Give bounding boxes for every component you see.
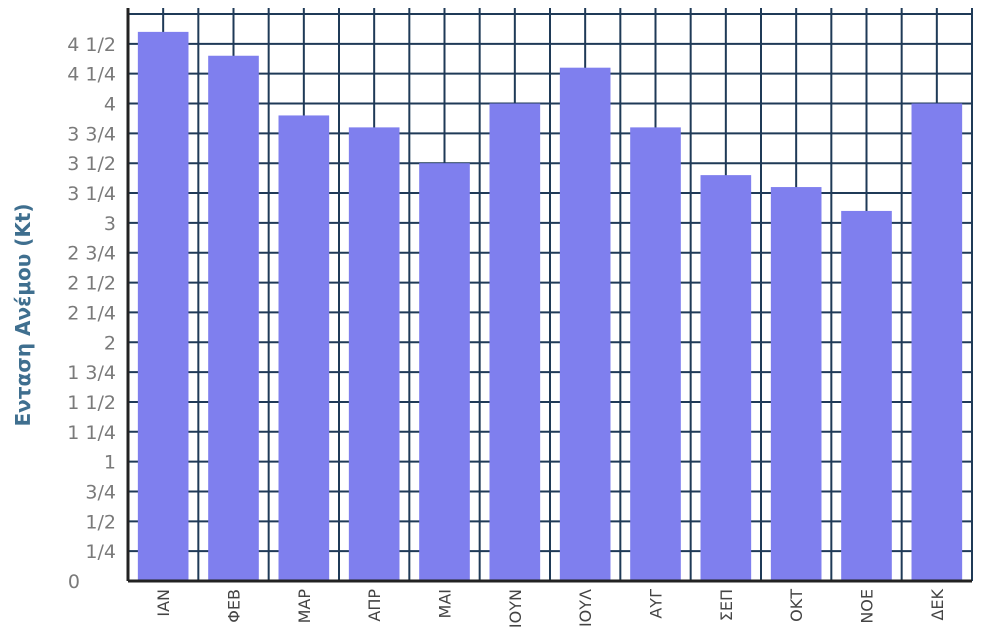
x-tick-label-ΑΠΡ: ΑΠΡ: [365, 589, 384, 622]
x-tick-label-ΔΕΚ: ΔΕΚ: [928, 588, 947, 620]
x-tick-label-ΙΟΥΛ: ΙΟΥΛ: [576, 589, 595, 627]
y-tick-label-6: 1 1/2: [67, 392, 116, 414]
axes: [126, 8, 972, 583]
bar-ΜΑΙ: [419, 163, 470, 581]
x-tick-labels: ΙΑΝ ΦΕΒ ΜΑΡ ΑΠΡ ΜΑΙ ΙΟΥΝ ΙΟΥΛ ΑΥΓ ΣΕΠ ΟΚΤ ΝΟΕ ΔΕΚ: [154, 588, 947, 628]
x-tick-label-ΑΥΓ: ΑΥΓ: [647, 589, 666, 619]
x-tick-label-ΝΟΕ: ΝΟΕ: [858, 589, 877, 624]
y-tick-label-0: 0: [68, 571, 80, 593]
y-tick-label-8: 2: [104, 332, 116, 354]
bar-ΝΟΕ: [841, 210, 892, 581]
bar-ΟΚΤ: [770, 187, 822, 581]
bar-ΙΟΥΝ: [489, 103, 541, 581]
y-tick-label-7: 1 3/4: [67, 362, 116, 384]
y-tick-label-10: 2 1/2: [67, 273, 116, 295]
bar-ΔΕΚ: [911, 103, 963, 581]
y-tick-label-12: 3: [104, 213, 116, 235]
bar-ΦΕΒ: [208, 55, 259, 581]
x-tick-label-ΙΟΥΝ: ΙΟΥΝ: [506, 589, 525, 628]
y-tick-label-3: 3/4: [85, 481, 116, 503]
y-tick-label-5: 1 1/4: [67, 422, 116, 444]
y-tick-label-16: 4: [104, 94, 116, 116]
x-tick-label-ΣΕΠ: ΣΕΠ: [717, 589, 736, 621]
x-tick-label-ΟΚΤ: ΟΚΤ: [787, 589, 806, 622]
x-tick-label-ΜΑΡ: ΜΑΡ: [295, 589, 314, 624]
bar-ΙΟΥΛ: [559, 67, 611, 581]
bar-ΜΑΡ: [278, 115, 330, 581]
y-tick-label-13: 3 1/4: [67, 183, 116, 205]
y-tick-labels: 01/4 1/2 3/4 1 1 1/4 1 1/2 1 3/4 2 2 1/4 2 1/2 2 3…: [67, 34, 116, 593]
x-tick-label-ΙΑΝ: ΙΑΝ: [154, 589, 173, 617]
x-tick-label-ΦΕΒ: ΦΕΒ: [225, 589, 244, 623]
bars: [137, 31, 963, 581]
y-tick-label-14: 3 1/2: [67, 153, 116, 175]
y-tick-label-15: 3 3/4: [67, 123, 116, 145]
horizontal-gridlines: [128, 12, 972, 553]
y-tick-label-18: 4 1/2: [67, 34, 116, 56]
y-tick-label-9: 2 1/4: [67, 302, 116, 324]
y-tick-label-4: 1: [104, 452, 116, 474]
y-tick-label-17: 4 1/4: [67, 64, 116, 86]
bar-ΙΑΝ: [137, 31, 189, 581]
y-tick-label-11: 2 3/4: [67, 243, 116, 265]
bar-ΣΕΠ: [700, 175, 752, 581]
bar-ΑΥΓ: [630, 127, 681, 581]
bar-ΑΠΡ: [348, 127, 400, 581]
y-tick-label-1: 1/4: [85, 541, 116, 563]
y-tick-label-2: 1/2: [85, 511, 116, 533]
y-axis-label: Ενταση Ανέμου (Kt): [11, 203, 35, 426]
x-tick-label-ΜΑΙ: ΜΑΙ: [436, 589, 455, 618]
